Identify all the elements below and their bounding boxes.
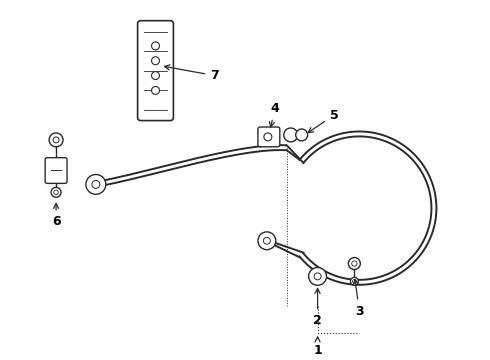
Circle shape	[151, 42, 159, 50]
Circle shape	[54, 190, 58, 194]
Text: 6: 6	[52, 203, 60, 229]
Circle shape	[264, 237, 270, 244]
Circle shape	[353, 280, 356, 283]
Circle shape	[151, 72, 159, 80]
Circle shape	[49, 133, 63, 147]
Circle shape	[51, 187, 61, 197]
FancyBboxPatch shape	[45, 158, 67, 183]
Circle shape	[314, 273, 321, 280]
Text: 1: 1	[313, 337, 322, 357]
Circle shape	[284, 128, 298, 142]
Circle shape	[92, 180, 100, 188]
Circle shape	[348, 258, 360, 270]
Circle shape	[151, 86, 159, 94]
Circle shape	[151, 57, 159, 65]
Circle shape	[264, 133, 272, 141]
Text: 4: 4	[270, 102, 279, 127]
Circle shape	[352, 261, 357, 266]
Circle shape	[309, 267, 326, 285]
FancyBboxPatch shape	[138, 21, 173, 121]
Text: 5: 5	[308, 109, 338, 132]
Circle shape	[53, 137, 59, 143]
FancyBboxPatch shape	[258, 127, 280, 147]
Circle shape	[86, 175, 106, 194]
Circle shape	[295, 129, 308, 141]
Circle shape	[258, 232, 276, 250]
Text: 7: 7	[165, 65, 219, 82]
Circle shape	[350, 277, 358, 285]
Text: 3: 3	[353, 279, 364, 318]
Text: 2: 2	[313, 288, 322, 327]
